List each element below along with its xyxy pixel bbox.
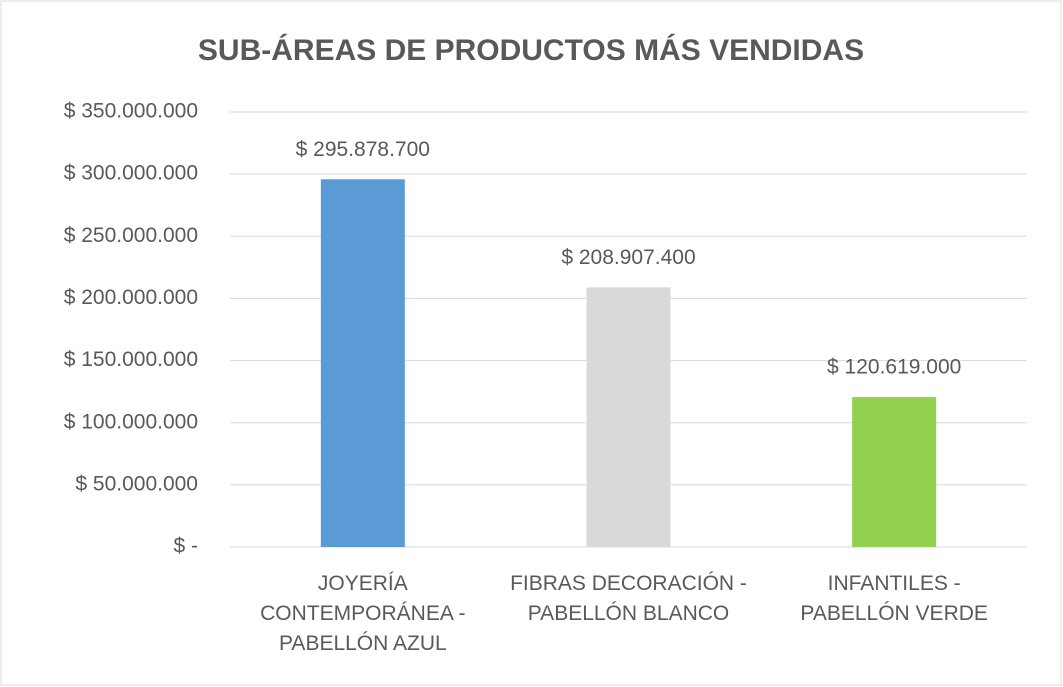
bar — [852, 397, 937, 547]
bar — [320, 179, 405, 547]
y-tick-label: $ 50.000.000 — [75, 472, 198, 495]
x-tick-label: FIBRAS DECORACIÓN - PABELLÓN BLANCO — [510, 572, 747, 625]
data-label: $ 120.619.000 — [827, 356, 961, 379]
y-tick-label: $ 250.000.000 — [64, 224, 198, 247]
data-label: $ 295.878.700 — [296, 138, 430, 161]
x-tick-label: JOYERÍA CONTEMPORÁNEA - PABELLÓN AZUL — [260, 572, 466, 655]
y-tick-label: $ 100.000.000 — [64, 410, 198, 433]
chart-title: SUB-ÁREAS DE PRODUCTOS MÁS VENDIDAS — [198, 33, 864, 67]
x-tick-label: INFANTILES - PABELLÓN VERDE — [800, 572, 988, 625]
y-tick-label: $ 300.000.000 — [64, 162, 198, 185]
y-tick-label: $ 200.000.000 — [64, 286, 198, 309]
data-label: $ 208.907.400 — [561, 246, 695, 269]
bar — [586, 287, 671, 547]
y-tick-label: $ - — [173, 535, 198, 558]
y-tick-label: $ 150.000.000 — [64, 348, 198, 371]
y-tick-label: $ 350.000.000 — [64, 100, 198, 123]
